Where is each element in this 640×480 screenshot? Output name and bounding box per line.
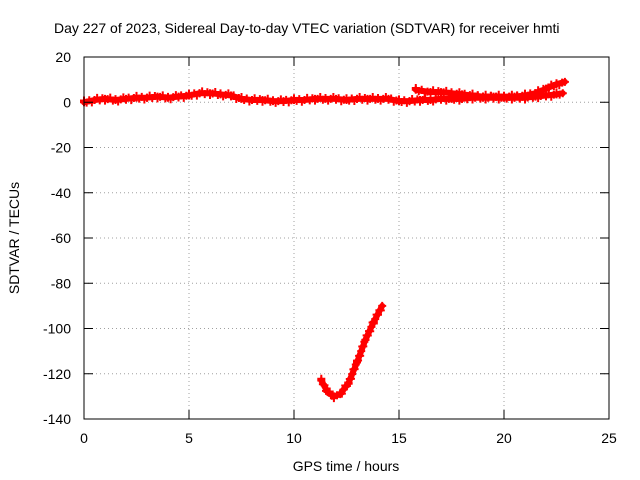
data-point	[347, 374, 355, 383]
data-point	[164, 93, 172, 102]
data-point	[101, 94, 109, 103]
data-point	[342, 95, 351, 104]
data-point	[348, 370, 357, 379]
y-tick-label: -20	[51, 140, 71, 156]
data-point	[542, 84, 550, 93]
y-tick-label: -140	[43, 411, 71, 427]
y-tick-label: 20	[55, 49, 71, 65]
x-tick-label: 10	[286, 430, 302, 446]
y-tick-label: -60	[51, 230, 71, 246]
data-point	[405, 97, 414, 106]
plot-frame	[83, 56, 610, 420]
data-point	[363, 94, 372, 103]
data-series	[80, 77, 569, 403]
x-tick-label: 20	[496, 430, 512, 446]
data-point	[143, 93, 151, 102]
data-point	[357, 347, 366, 356]
data-point	[258, 95, 267, 104]
data-point	[479, 92, 487, 101]
y-axis-label: SDTVAR / TECUs	[6, 182, 22, 294]
y-tick-label: -120	[43, 366, 71, 382]
data-point	[361, 335, 370, 344]
data-point	[227, 91, 235, 100]
data-point	[321, 94, 330, 103]
ticks	[83, 56, 610, 420]
data-point	[320, 381, 329, 390]
y-tick-label: -40	[51, 185, 71, 201]
data-point	[363, 331, 372, 340]
data-point	[374, 310, 382, 319]
data-point	[329, 392, 338, 401]
y-tick-label: -100	[43, 321, 71, 337]
data-point	[458, 90, 466, 99]
data-point	[356, 351, 365, 360]
data-point	[185, 91, 193, 100]
data-point	[376, 306, 385, 315]
data-point	[426, 95, 435, 104]
data-point	[426, 88, 435, 97]
data-point	[366, 327, 375, 336]
data-point	[378, 301, 387, 310]
chart-title: Day 227 of 2023, Sidereal Day-to-day VTE…	[54, 20, 560, 36]
data-point	[336, 390, 345, 399]
data-point	[560, 77, 569, 86]
data-point	[153, 92, 162, 101]
data-point	[350, 365, 359, 374]
data-point	[290, 95, 298, 104]
data-point	[353, 358, 361, 367]
data-point	[558, 89, 567, 98]
data-point	[269, 97, 277, 106]
x-tick-label: 5	[185, 430, 193, 446]
data-point	[279, 97, 288, 106]
x-axis-label: GPS time / hours	[293, 458, 400, 474]
data-point	[359, 342, 368, 351]
data-point	[411, 85, 420, 94]
x-tick-label: 25	[601, 430, 617, 446]
data-point	[369, 317, 378, 326]
data-point	[111, 95, 120, 104]
data-point	[437, 88, 445, 97]
x-tick-label: 15	[391, 430, 407, 446]
data-point	[395, 97, 403, 106]
data-point	[206, 89, 214, 98]
data-point	[510, 92, 519, 101]
tick-labels: 20 0 -20 -40 -60 -80 -100 -120 -140 0 5 10 15 20 25	[43, 49, 617, 446]
y-tick-label: 0	[63, 94, 71, 110]
data-point	[216, 90, 225, 99]
data-point	[447, 89, 456, 98]
data-point	[521, 91, 529, 100]
x-tick-label: 0	[80, 430, 88, 446]
data-point	[374, 94, 382, 103]
data-point	[174, 92, 183, 101]
data-point	[552, 90, 561, 99]
data-point	[531, 89, 540, 98]
data-point	[500, 92, 508, 101]
data-point	[318, 380, 327, 389]
data-point	[300, 95, 309, 104]
data-point	[195, 89, 204, 98]
grid	[84, 57, 609, 419]
data-point	[332, 94, 340, 103]
data-point	[384, 94, 393, 103]
data-point	[416, 95, 424, 104]
data-point	[132, 93, 141, 102]
data-point	[248, 95, 256, 104]
data-point	[122, 94, 130, 103]
data-point	[90, 95, 99, 104]
data-point	[552, 80, 561, 89]
y-tick-label: -80	[51, 275, 71, 291]
data-point	[311, 94, 319, 103]
data-point	[489, 92, 498, 101]
data-point	[353, 94, 361, 103]
data-point	[323, 387, 332, 396]
data-point	[317, 376, 326, 385]
data-point	[468, 91, 477, 100]
data-point	[344, 378, 353, 387]
data-point	[237, 94, 246, 103]
